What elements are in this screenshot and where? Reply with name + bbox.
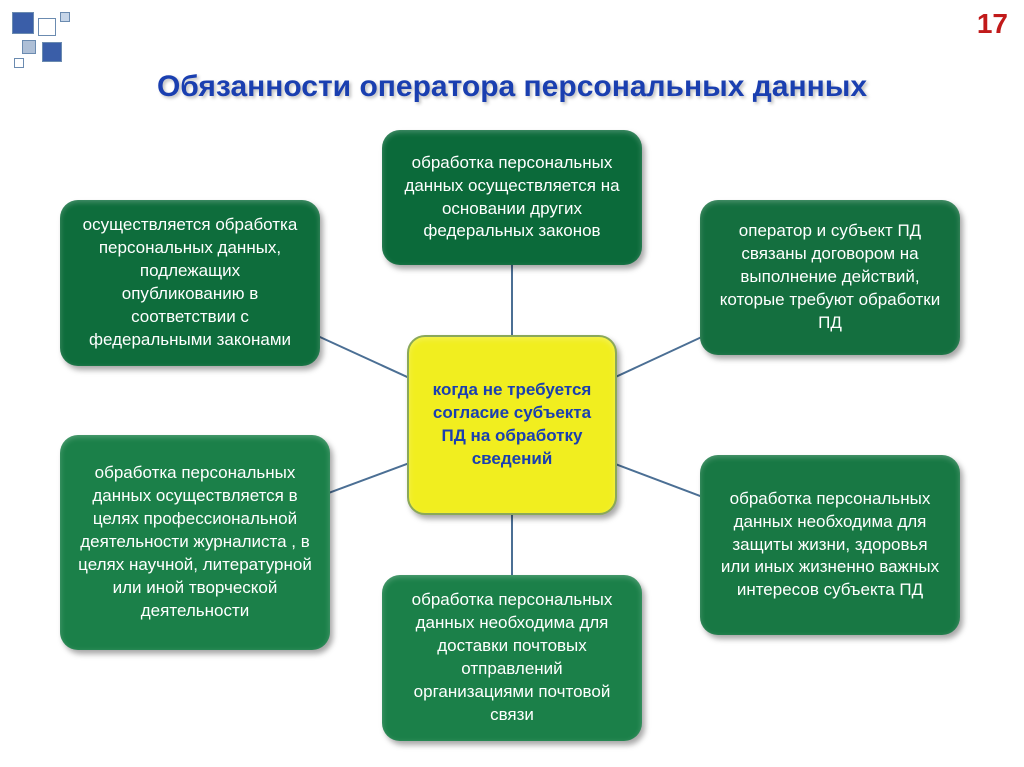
deco-square — [42, 42, 62, 62]
hub-label: когда не требуется согласие субъекта ПД … — [427, 379, 597, 471]
spoke-left-lower: обработка персональных данных осуществля… — [60, 435, 330, 650]
deco-square — [14, 58, 24, 68]
deco-square — [38, 18, 56, 36]
spoke-top: обработка персональных данных осуществля… — [382, 130, 642, 265]
spoke-label: обработка персональных данных необходима… — [400, 589, 624, 727]
deco-square — [22, 40, 36, 54]
spoke-label: оператор и субъект ПД связаны договором … — [718, 220, 942, 335]
diagram-container: когда не требуется согласие субъекта ПД … — [0, 120, 1024, 750]
spoke-label: обработка персональных данных необходима… — [718, 488, 942, 603]
hub-node: когда не требуется согласие субъекта ПД … — [407, 335, 617, 515]
page-title: Обязанности оператора персональных данны… — [0, 70, 1024, 104]
deco-square — [60, 12, 70, 22]
page-number: 17 — [977, 8, 1008, 40]
spoke-label: осуществляется обработка персональных да… — [78, 214, 302, 352]
spoke-bottom: обработка персональных данных необходима… — [382, 575, 642, 741]
deco-square — [12, 12, 34, 34]
corner-decoration — [12, 12, 92, 72]
spoke-label: обработка персональных данных осуществля… — [400, 152, 624, 244]
spoke-label: обработка персональных данных осуществля… — [78, 462, 312, 623]
spoke-right-upper: оператор и субъект ПД связаны договором … — [700, 200, 960, 355]
spoke-right-lower: обработка персональных данных необходима… — [700, 455, 960, 635]
spoke-left-upper: осуществляется обработка персональных да… — [60, 200, 320, 366]
